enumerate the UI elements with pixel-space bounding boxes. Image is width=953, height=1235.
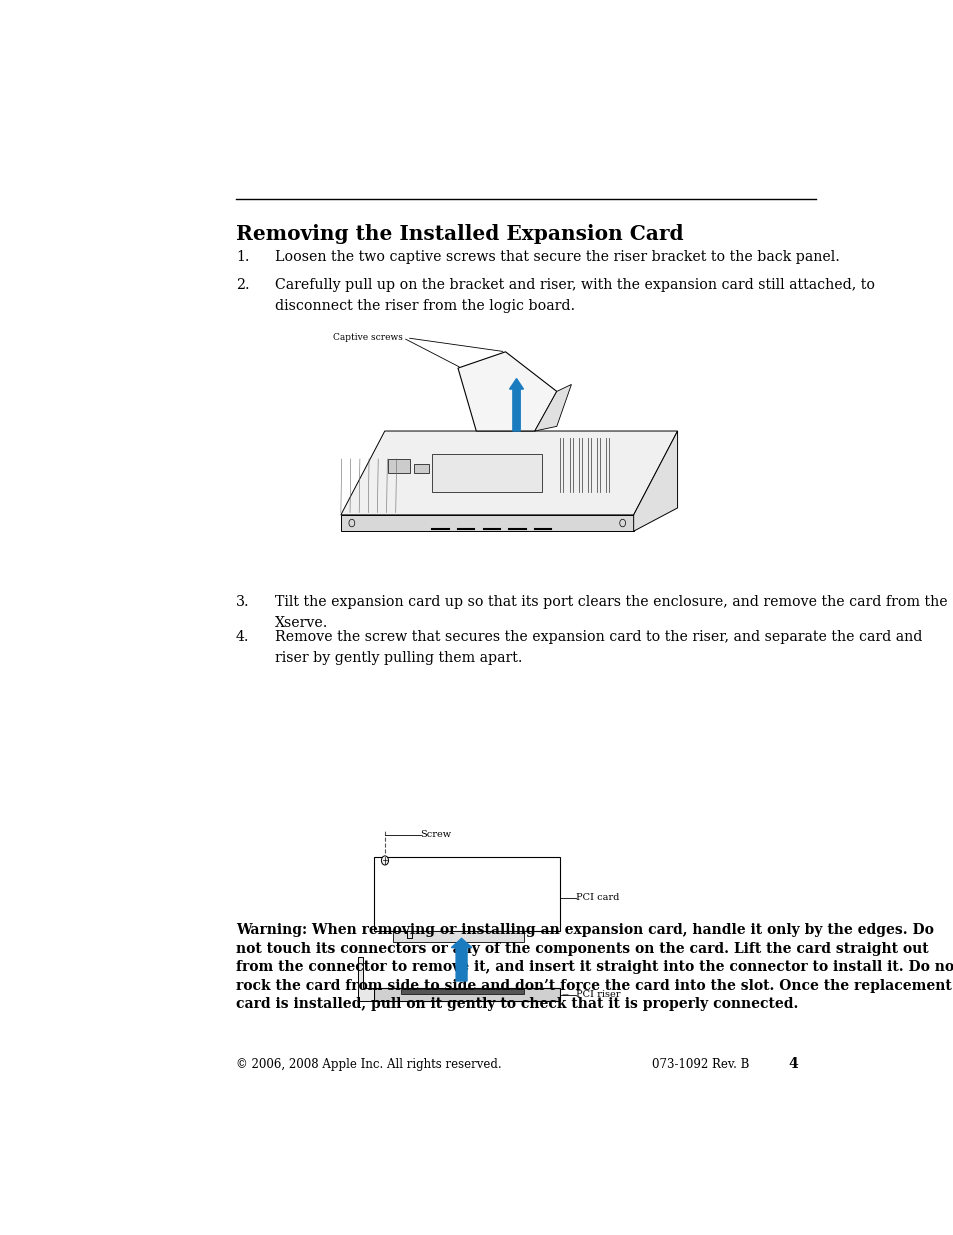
Polygon shape	[432, 454, 541, 492]
Text: not touch its connectors or any of the components on the card. Lift the card str: not touch its connectors or any of the c…	[235, 942, 927, 956]
Text: riser by gently pulling them apart.: riser by gently pulling them apart.	[274, 651, 521, 666]
Bar	[393, 931, 524, 942]
Text: Captive screws: Captive screws	[333, 333, 403, 342]
Bar	[374, 988, 559, 1002]
Text: 4: 4	[787, 1057, 798, 1071]
Polygon shape	[633, 431, 677, 531]
Text: © 2006, 2008 Apple Inc. All rights reserved.: © 2006, 2008 Apple Inc. All rights reser…	[235, 1057, 501, 1071]
Text: card is installed, pull on it gently to check that it is properly connected.: card is installed, pull on it gently to …	[235, 998, 798, 1011]
Text: disconnect the riser from the logic board.: disconnect the riser from the logic boar…	[274, 299, 574, 314]
Text: 2.: 2.	[235, 278, 250, 293]
Circle shape	[381, 856, 388, 864]
Text: Xserve.: Xserve.	[274, 616, 328, 630]
Text: Tilt the expansion card up so that its port clears the enclosure, and remove the: Tilt the expansion card up so that its p…	[274, 595, 946, 609]
Text: 3.: 3.	[235, 595, 250, 609]
Polygon shape	[535, 384, 571, 431]
Polygon shape	[357, 957, 374, 1002]
Text: Warning: When removing or installing an expansion card, handle it only by the ed: Warning: When removing or installing an …	[235, 924, 933, 937]
Text: PCI riser: PCI riser	[576, 990, 620, 999]
Polygon shape	[340, 431, 677, 515]
Text: Removing the Installed Expansion Card: Removing the Installed Expansion Card	[235, 225, 683, 245]
Text: rock the card from side to side and don’t force the card into the slot. Once the: rock the card from side to side and don’…	[235, 979, 951, 993]
Bar	[388, 459, 410, 473]
Bar	[414, 463, 428, 473]
Bar	[401, 989, 524, 994]
Polygon shape	[457, 352, 557, 431]
Text: 1.: 1.	[235, 249, 250, 264]
Text: 073-1092 Rev. B: 073-1092 Rev. B	[651, 1057, 748, 1071]
Text: Remove the screw that secures the expansion card to the riser, and separate the : Remove the screw that secures the expans…	[274, 630, 921, 645]
FancyArrow shape	[509, 379, 523, 431]
Text: 4.: 4.	[235, 630, 250, 645]
Text: from the connector to remove it, and insert it straight into the connector to in: from the connector to remove it, and ins…	[235, 961, 953, 974]
Polygon shape	[340, 515, 633, 531]
Text: Carefully pull up on the bracket and riser, with the expansion card still attach: Carefully pull up on the bracket and ris…	[274, 278, 874, 293]
Text: Screw: Screw	[420, 830, 451, 839]
FancyArrow shape	[451, 939, 472, 981]
Bar	[374, 857, 559, 931]
Text: PCI card: PCI card	[576, 893, 619, 902]
Text: Loosen the two captive screws that secure the riser bracket to the back panel.: Loosen the two captive screws that secur…	[274, 249, 839, 264]
